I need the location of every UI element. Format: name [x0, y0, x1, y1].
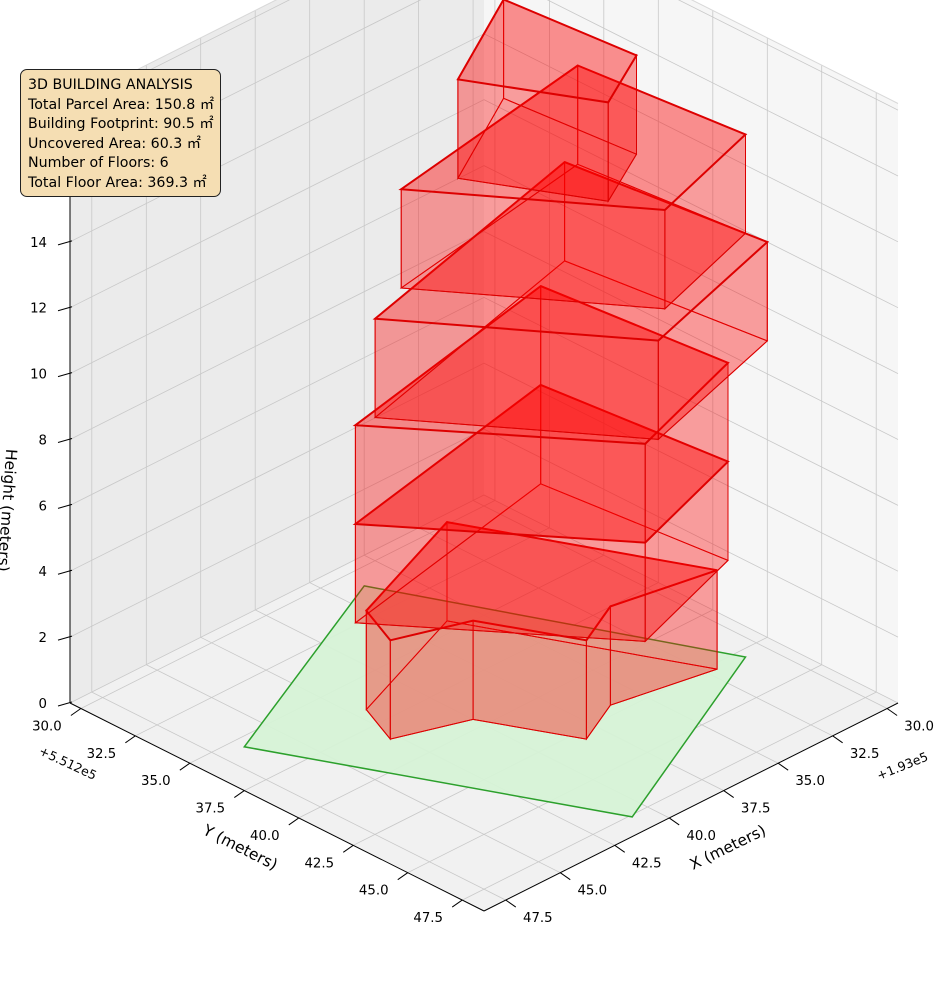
- floor-top: [398, 64, 748, 212]
- floor-5: [398, 64, 748, 310]
- pane-top-edge: [69, 0, 899, 104]
- x-tick: [668, 817, 680, 826]
- x-tick: [723, 790, 734, 798]
- right-pane: [484, 0, 898, 703]
- z-tick-label: 6: [39, 499, 47, 514]
- y-tick-label: 37.5: [196, 802, 226, 817]
- z-tick: [57, 503, 73, 509]
- x-tick: [832, 735, 843, 744]
- floor-1: [364, 520, 718, 741]
- z-tick-label: 8: [39, 433, 47, 448]
- y-tick-label: 45.0: [359, 884, 389, 899]
- x-axis-line: [483, 702, 899, 912]
- info-number-of-floors: Number of Floors: 6: [28, 155, 169, 171]
- floor-wall: [354, 523, 646, 642]
- z-tick: [57, 438, 73, 443]
- y-axis-line: [69, 702, 485, 912]
- y-tick: [397, 872, 409, 881]
- x-tick-label: 37.5: [741, 802, 771, 817]
- z-tick-label: 2: [39, 631, 47, 646]
- x-tick-label: 32.5: [850, 747, 880, 762]
- y-tick-label: 35.0: [141, 774, 171, 789]
- grid-line-z: [69, 296, 899, 506]
- y-tick: [179, 762, 191, 771]
- grid-line-z: [69, 0, 899, 111]
- z-tick: [57, 701, 73, 707]
- floor-wall: [472, 620, 587, 740]
- y-tick: [70, 708, 82, 716]
- floor-wall: [389, 619, 474, 740]
- z-tick-label: 12: [30, 302, 47, 317]
- x-tick: [886, 708, 898, 716]
- x-tick: [559, 872, 571, 881]
- z-tick: [57, 372, 73, 378]
- y-tick: [234, 790, 245, 798]
- x-tick-label: 45.0: [577, 884, 607, 899]
- y-tick-label: 47.5: [413, 911, 443, 926]
- x-tick-label: 35.0: [795, 774, 825, 789]
- z-tick: [57, 635, 73, 641]
- building: [352, 0, 770, 741]
- z-tick-label: 14: [30, 236, 47, 251]
- parcel-platform: [242, 585, 747, 818]
- x-tick-label: 30.0: [904, 719, 934, 734]
- y-tick: [288, 817, 300, 826]
- y-tick-label: 32.5: [87, 747, 117, 762]
- grid-line-z: [69, 362, 899, 572]
- floor-6: [456, 0, 638, 203]
- floor-wall: [354, 424, 646, 544]
- x-tick-label: 40.0: [686, 829, 716, 844]
- y-tick: [342, 844, 354, 853]
- x-tick-label: 47.5: [523, 911, 553, 926]
- floor-top: [364, 521, 718, 642]
- z-tick: [57, 569, 73, 575]
- z-tick: [57, 306, 73, 312]
- y-tick-label: 30.0: [32, 719, 62, 734]
- y-tick-label: 40.0: [250, 829, 280, 844]
- z-tick-label: 10: [30, 368, 47, 383]
- grid-line-z: [69, 494, 899, 704]
- info-building-footprint: Building Footprint: 90.5 ㎡: [28, 116, 214, 132]
- y-tick: [125, 735, 136, 744]
- y-tick-label: 42.5: [304, 856, 334, 871]
- grid-line-z: [69, 428, 899, 638]
- axis-lines: [57, 103, 899, 912]
- x-tick: [614, 844, 626, 853]
- x-tick: [777, 762, 789, 771]
- info-total-parcel-area: Total Parcel Area: 150.8 ㎡: [28, 96, 215, 113]
- info-total-floor-area: Total Floor Area: 369.3 ㎡: [28, 174, 207, 191]
- z-tick: [57, 240, 73, 246]
- z-axis-label: Height (meters): [0, 448, 20, 572]
- floor-3: [352, 284, 730, 544]
- z-tick-label: 4: [39, 565, 47, 580]
- info-box-header: 3D BUILDING ANALYSIS: [28, 77, 193, 93]
- y-tick: [451, 899, 463, 908]
- x-tick: [505, 899, 517, 908]
- info-box: 3D BUILDING ANALYSIS Total Parcel Area: …: [20, 69, 221, 197]
- floor-top: [352, 284, 730, 445]
- x-tick-label: 42.5: [632, 856, 662, 871]
- floor-2: [352, 383, 730, 643]
- grid-line-z: [69, 231, 899, 440]
- floor-top: [456, 0, 638, 104]
- x-offset-label: +1.93e5: [874, 749, 930, 783]
- info-uncovered-area: Uncovered Area: 60.3 ㎡: [28, 135, 201, 152]
- z-tick-label: 0: [39, 697, 47, 712]
- grid-line-z: [69, 165, 899, 374]
